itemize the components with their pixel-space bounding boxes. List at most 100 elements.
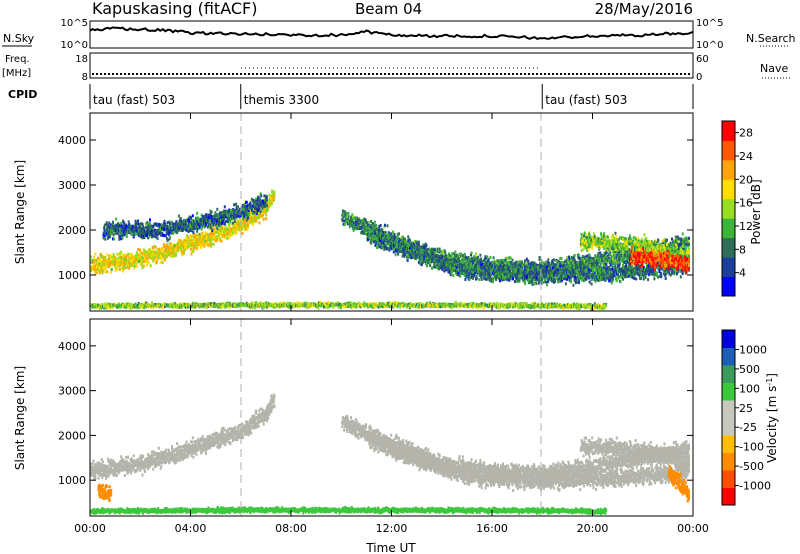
scatter-cell: [151, 226, 154, 230]
scatter-cell: [125, 226, 128, 230]
scatter-cell: [195, 247, 198, 251]
scatter-cell: [180, 242, 183, 246]
scatter-cell: [109, 233, 112, 237]
scatter-cell: [265, 204, 268, 208]
freq-label-line2: [MHz]: [2, 68, 31, 79]
scatter-cell: [230, 230, 233, 234]
scatter-cell: [109, 260, 112, 264]
scatter-cell: [100, 267, 103, 271]
scatter-cell: [191, 249, 194, 253]
scatter-cell: [443, 269, 446, 273]
scatter-cell: [103, 228, 106, 232]
scatter-cell: [150, 224, 153, 228]
scatter-cell: [103, 265, 106, 269]
scatter-cell: [166, 245, 169, 249]
scatter-cell: [164, 245, 167, 249]
scatter-cell: [247, 224, 249, 228]
scatter-cell: [91, 265, 94, 268]
scatter-cell: [475, 252, 477, 256]
scatter-cell: [196, 237, 199, 241]
scatter-cell: [226, 237, 229, 241]
scatter-cell: [139, 229, 141, 233]
scatter-cell: [199, 245, 202, 249]
scatter-cell: [198, 233, 201, 237]
scatter-cell: [125, 235, 128, 239]
scatter-cell: [121, 236, 124, 240]
scatter-cell: [218, 226, 221, 230]
scatter-cell: [199, 240, 202, 244]
scatter-cell: [192, 231, 195, 235]
scatter-cell: [210, 235, 212, 239]
scatter-cell: [479, 253, 482, 257]
noise-right-top-tick: 10^5: [696, 18, 723, 29]
station-title: Kapuskasing (fitACF): [92, 0, 257, 18]
scatter-cell: [216, 226, 219, 230]
scatter-cell: [127, 263, 130, 267]
scatter-cell: [105, 258, 108, 262]
scatter-cell: [222, 229, 225, 233]
scatter-cell: [237, 205, 239, 209]
scatter-cell: [407, 235, 410, 239]
scatter-cell: [404, 240, 407, 244]
scatter-cell: [144, 249, 146, 253]
scatter-cell: [102, 255, 105, 259]
scatter-cell: [117, 229, 119, 233]
scatter-cell: [114, 267, 117, 271]
scatter-cell: [166, 221, 169, 225]
scatter-cell: [159, 223, 162, 227]
scatter-cell: [160, 257, 163, 261]
scatter-cell: [193, 238, 195, 242]
scatter-cell: [228, 236, 231, 240]
scatter-cell: [127, 220, 130, 224]
scatter-cell: [104, 223, 107, 227]
scatter-cell: [397, 232, 400, 236]
scatter-cell: [552, 258, 555, 262]
scatter-cell: [396, 235, 399, 239]
scatter-cell: [119, 228, 122, 232]
scatter-cell: [128, 266, 131, 270]
scatter-cell: [230, 227, 233, 231]
scatter-cell: [252, 216, 255, 220]
scatter-cell: [131, 264, 134, 268]
scatter-cell: [91, 261, 94, 264]
scatter-cell: [131, 256, 134, 260]
scatter-cell: [176, 243, 179, 246]
scatter-cell: [246, 214, 249, 218]
scatter-cell: [211, 235, 214, 239]
scatter-cell: [271, 189, 274, 193]
scatter-cell: [588, 254, 591, 257]
scatter-cell: [174, 244, 177, 248]
scatter-cell: [172, 254, 175, 258]
scatter-cell: [509, 256, 512, 260]
scatter-cell: [152, 228, 155, 232]
scatter-cell: [221, 225, 224, 229]
freq-top-tick: 18: [75, 54, 88, 65]
scatter-cell: [208, 227, 211, 231]
scatter-cell: [177, 214, 180, 218]
scatter-cell: [206, 236, 209, 240]
scatter-cell: [127, 265, 130, 269]
scatter-cell: [225, 220, 227, 223]
scatter-cell: [194, 235, 197, 239]
scatter-cell: [128, 227, 131, 231]
scatter-cell: [187, 236, 190, 240]
scatter-cell: [123, 222, 126, 226]
scatter-cell: [262, 217, 265, 221]
scatter-cell: [94, 271, 97, 275]
scatter-cell: [218, 239, 221, 243]
scatter-cell: [249, 201, 252, 205]
scatter-cell: [247, 216, 249, 220]
scatter-cell: [145, 254, 148, 258]
scatter-cell: [394, 253, 397, 257]
scatter-cell: [233, 226, 236, 230]
scatter-cell: [110, 270, 113, 274]
scatter-cell: [191, 242, 194, 246]
scatter-cell: [243, 218, 246, 222]
scatter-cell: [152, 254, 155, 258]
scatter-cell: [106, 270, 109, 274]
scatter-cell: [215, 223, 217, 227]
scatter-cell: [265, 207, 268, 211]
scatter-cell: [179, 242, 182, 246]
scatter-cell: [96, 259, 99, 263]
scatter-cell: [148, 234, 151, 238]
